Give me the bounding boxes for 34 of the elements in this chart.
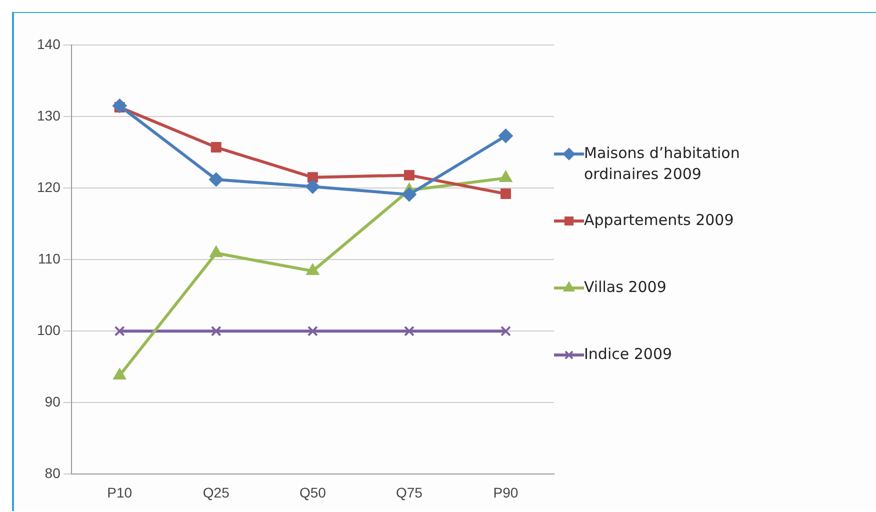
point xyxy=(307,172,318,183)
y-tick-label: 90 xyxy=(44,394,61,410)
point xyxy=(404,170,414,180)
point xyxy=(307,326,318,336)
point xyxy=(404,326,414,336)
point xyxy=(114,326,125,336)
point xyxy=(498,128,513,143)
x-tick-label: Q25 xyxy=(202,484,230,500)
point xyxy=(210,246,222,258)
x-tick-label: Q50 xyxy=(299,484,326,500)
point xyxy=(306,264,319,276)
point xyxy=(500,188,511,200)
point xyxy=(500,171,512,182)
point xyxy=(210,326,222,336)
y-tick-label: 110 xyxy=(38,250,61,266)
x-tick-label: P90 xyxy=(493,484,518,500)
point xyxy=(306,180,320,194)
x-tick-label: Q75 xyxy=(396,484,423,500)
y-tick-label: 80 xyxy=(44,465,61,482)
x-tick-label: P10 xyxy=(107,484,132,500)
y-tick-label: 130 xyxy=(37,107,61,124)
point xyxy=(500,326,511,336)
point xyxy=(112,98,127,113)
point xyxy=(113,368,126,380)
point xyxy=(402,188,416,202)
y-tick-label: 120 xyxy=(37,178,61,195)
legend-label: Indice 2009 xyxy=(584,344,674,365)
legend-label: Appartements 2009 xyxy=(584,210,735,231)
legend-label: Maisons d’habitation ordinaires 2009 xyxy=(584,143,741,185)
legend-label: Villas 2009 xyxy=(584,277,668,298)
point xyxy=(210,142,222,153)
y-tick-label: 140 xyxy=(37,36,61,52)
point xyxy=(209,172,224,186)
y-tick-label: 100 xyxy=(37,322,61,338)
